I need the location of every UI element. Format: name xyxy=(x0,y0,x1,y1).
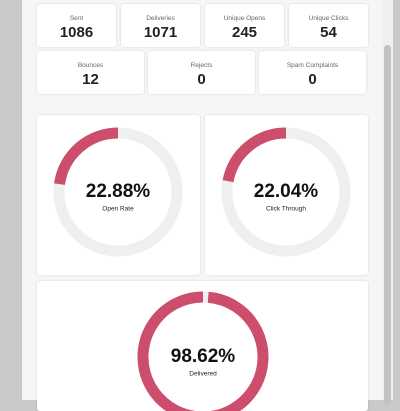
donut-card: 22.88% Open Rate xyxy=(37,115,200,275)
donut-arc xyxy=(54,127,119,186)
stat-label: Deliveries xyxy=(146,15,175,22)
page: (() => { const data = JSON.parse(documen… xyxy=(22,0,393,411)
stat-label: Unique Opens xyxy=(223,15,266,22)
stat-label: Sent xyxy=(69,15,84,22)
donut-arc xyxy=(137,291,269,411)
donut-label: Delivered xyxy=(189,371,217,378)
stat-value: 54 xyxy=(320,24,337,41)
stat-card: Unique Opens 245 xyxy=(205,4,284,47)
stat-value: 0 xyxy=(308,71,317,88)
stat-card: Bounces 12 xyxy=(37,51,144,94)
donut-label: Click Through xyxy=(266,206,306,213)
donut-label: Open Rate xyxy=(102,206,134,213)
stat-label: Spam Complaints xyxy=(286,62,339,69)
stat-label: Rejects xyxy=(190,62,213,69)
donut-arc xyxy=(222,127,287,183)
stat-label: Unique Clicks xyxy=(308,15,349,22)
scrollbar-thumb[interactable] xyxy=(384,45,391,405)
scrollbar[interactable] xyxy=(382,0,393,405)
donut-chart: 98.62% Delivered xyxy=(137,291,269,411)
stat-value: 12 xyxy=(82,71,99,88)
stat-value: 0 xyxy=(197,71,206,88)
stat-value: 245 xyxy=(231,24,258,41)
donut-card: 22.04% Click Through xyxy=(205,115,368,275)
stat-card: Spam Complaints 0 xyxy=(259,51,366,94)
stat-card: Rejects 0 xyxy=(148,51,255,94)
stat-card: Deliveries 1071 xyxy=(121,4,200,47)
donut-percent: 22.04% xyxy=(254,181,319,202)
donut-chart: 22.88% Open Rate xyxy=(53,127,183,257)
donut-percent: 22.88% xyxy=(86,181,151,202)
stat-label: Bounces xyxy=(77,62,104,69)
donut-card: 98.62% Delivered xyxy=(37,281,368,411)
stat-card: Unique Clicks 54 xyxy=(289,4,368,47)
stat-value: 1086 xyxy=(59,24,94,41)
stat-value: 1071 xyxy=(143,24,178,41)
donut-percent: 98.62% xyxy=(171,346,236,367)
stat-card: Sent 1086 xyxy=(37,4,116,47)
donut-chart: 22.04% Click Through xyxy=(221,127,351,257)
